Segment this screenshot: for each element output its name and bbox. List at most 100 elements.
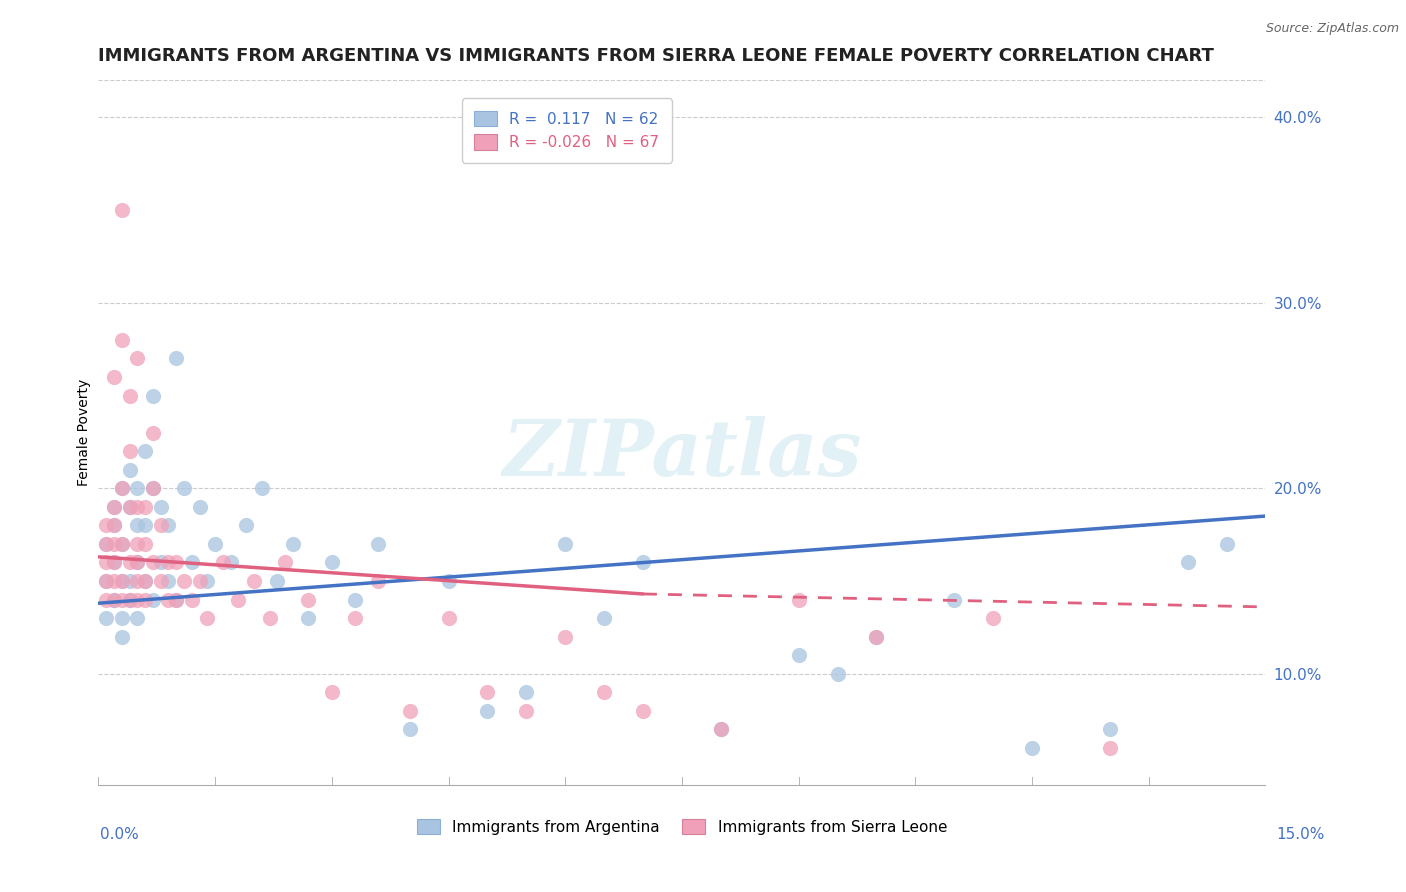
Point	[165, 351, 187, 366]
Point	[274, 556, 297, 570]
Point	[118, 574, 141, 588]
Legend: Immigrants from Argentina, Immigrants from Sierra Leone: Immigrants from Argentina, Immigrants fr…	[411, 813, 953, 841]
Point	[134, 518, 156, 533]
Point	[96, 537, 118, 551]
Point	[865, 630, 887, 644]
Point	[367, 537, 389, 551]
Text: Source: ZipAtlas.com: Source: ZipAtlas.com	[1265, 22, 1399, 36]
Point	[111, 537, 134, 551]
Point	[103, 518, 125, 533]
Point	[127, 556, 149, 570]
Point	[243, 574, 266, 588]
Y-axis label: Female Poverty: Female Poverty	[77, 379, 91, 486]
Point	[96, 556, 118, 570]
Point	[157, 556, 180, 570]
Point	[981, 611, 1004, 625]
Point	[127, 537, 149, 551]
Point	[111, 574, 134, 588]
Point	[118, 500, 141, 514]
Point	[127, 556, 149, 570]
Point	[111, 574, 134, 588]
Point	[477, 685, 499, 699]
Point	[1177, 556, 1199, 570]
Point	[827, 666, 849, 681]
Point	[127, 574, 149, 588]
Point	[398, 723, 420, 737]
Point	[297, 611, 319, 625]
Point	[710, 723, 733, 737]
Point	[149, 500, 172, 514]
Point	[103, 500, 125, 514]
Point	[367, 574, 389, 588]
Point	[142, 481, 165, 495]
Point	[111, 630, 134, 644]
Point	[787, 648, 810, 662]
Point	[127, 351, 149, 366]
Point	[103, 556, 125, 570]
Point	[142, 592, 165, 607]
Point	[235, 518, 257, 533]
Point	[219, 556, 242, 570]
Point	[188, 500, 211, 514]
Point	[103, 500, 125, 514]
Point	[165, 556, 187, 570]
Point	[157, 592, 180, 607]
Point	[134, 537, 156, 551]
Point	[134, 574, 156, 588]
Point	[127, 481, 149, 495]
Point	[165, 592, 187, 607]
Point	[631, 704, 654, 718]
Point	[103, 592, 125, 607]
Point	[157, 574, 180, 588]
Point	[142, 388, 165, 402]
Point	[103, 518, 125, 533]
Point	[180, 592, 202, 607]
Point	[103, 574, 125, 588]
Point	[554, 537, 576, 551]
Point	[173, 481, 195, 495]
Point	[195, 611, 218, 625]
Point	[96, 518, 118, 533]
Point	[398, 704, 420, 718]
Point	[631, 556, 654, 570]
Point	[943, 592, 966, 607]
Point	[259, 611, 281, 625]
Point	[195, 574, 218, 588]
Point	[477, 704, 499, 718]
Point	[142, 556, 165, 570]
Text: ZIPatlas: ZIPatlas	[502, 416, 862, 492]
Point	[710, 723, 733, 737]
Point	[96, 611, 118, 625]
Text: 15.0%: 15.0%	[1277, 827, 1324, 841]
Point	[111, 481, 134, 495]
Point	[1021, 740, 1043, 755]
Point	[111, 481, 134, 495]
Point	[515, 704, 537, 718]
Point	[127, 518, 149, 533]
Point	[787, 592, 810, 607]
Point	[437, 574, 460, 588]
Point	[111, 537, 134, 551]
Point	[266, 574, 288, 588]
Point	[134, 444, 156, 458]
Point	[250, 481, 273, 495]
Point	[165, 592, 187, 607]
Point	[554, 630, 576, 644]
Point	[111, 203, 134, 218]
Point	[96, 537, 118, 551]
Point	[134, 592, 156, 607]
Point	[157, 518, 180, 533]
Point	[281, 537, 304, 551]
Point	[1098, 740, 1121, 755]
Point	[127, 611, 149, 625]
Point	[204, 537, 226, 551]
Point	[103, 556, 125, 570]
Point	[96, 592, 118, 607]
Point	[321, 556, 343, 570]
Point	[134, 500, 156, 514]
Point	[149, 574, 172, 588]
Point	[437, 611, 460, 625]
Point	[142, 481, 165, 495]
Point	[111, 333, 134, 347]
Point	[321, 685, 343, 699]
